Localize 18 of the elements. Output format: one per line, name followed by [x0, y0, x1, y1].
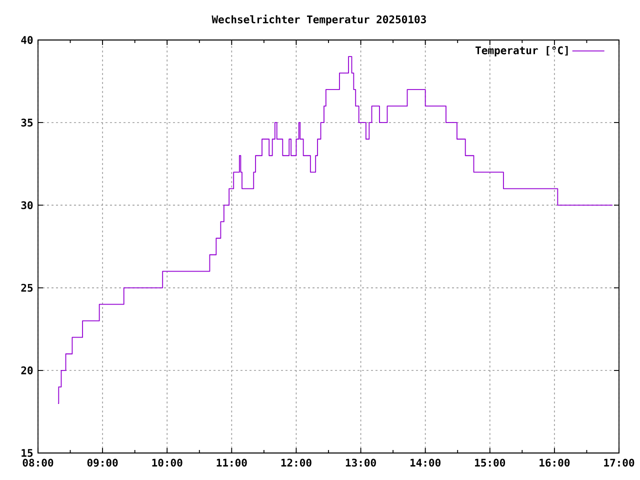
x-tick-label: 15:00 [475, 458, 506, 467]
y-tick-label: 15 [22, 449, 33, 457]
y-tick-label: 25 [21, 284, 33, 292]
x-tick-label: 16:00 [540, 458, 570, 467]
x-tick-label: 14:00 [410, 458, 440, 467]
chart-title: Wechselrichter Temperatur 20250103 [212, 14, 426, 26]
y-tick-label: 35 [21, 118, 33, 127]
y-tick-label: 20 [21, 366, 33, 374]
x-tick-label: 17:00 [604, 458, 634, 467]
x-tick-label: 09:00 [87, 458, 118, 467]
x-tick-label: 10:00 [152, 458, 182, 467]
x-tick-label: 12:00 [281, 458, 312, 467]
y-tick-label: 30 [21, 201, 33, 210]
x-tick-label: 11:00 [216, 458, 247, 467]
x-tick-label: 13:00 [346, 458, 376, 467]
legend-label: Temperatur [°C] [476, 46, 568, 56]
y-tick-label: 40 [21, 36, 33, 44]
x-tick-label: 08:00 [22, 458, 54, 467]
